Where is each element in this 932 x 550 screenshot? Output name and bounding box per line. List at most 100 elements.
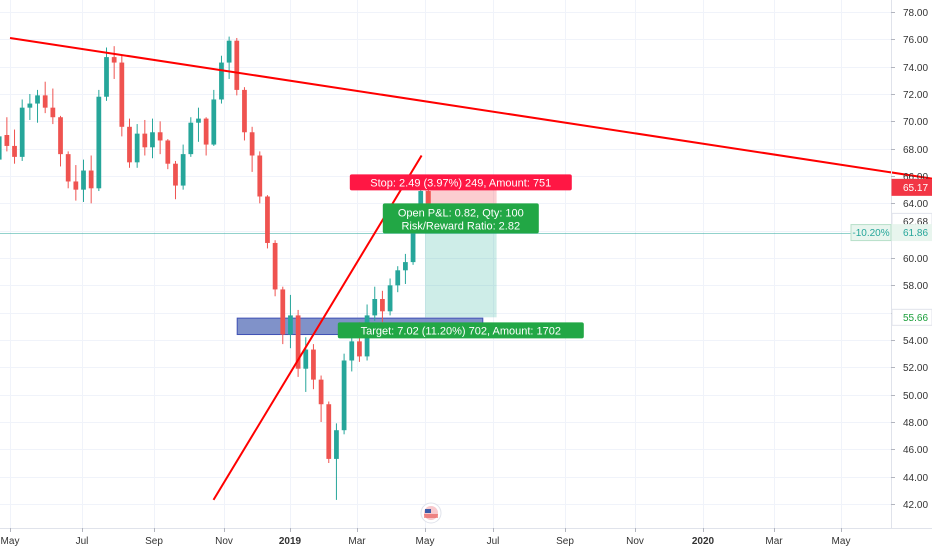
candle-down [272,242,278,290]
price-tick-label: 72.00 [903,90,928,101]
candle-down [295,315,301,369]
price-tick-label: 58.00 [903,281,928,292]
candle-up [35,95,40,104]
time-tick-label: May [416,536,435,547]
target-label: Target: 7.02 (11.20%) 702, Amount: 1702 [361,325,561,337]
candle-up [0,136,2,160]
candle-up [219,62,224,100]
time-tick-label: Nov [626,536,644,547]
trendline [9,36,932,180]
risk-reward-label: Risk/Reward Ratio: 2.82 [401,220,520,232]
pnl-label-box [382,203,539,234]
candle-down [142,133,148,148]
candle-down [249,132,255,156]
candle-up [196,118,201,123]
price-tick-label: 50.00 [903,391,928,402]
time-tick-label: Sep [145,536,163,547]
candle-up [403,262,408,271]
candle-down [4,135,10,146]
time-tick-label: Mar [348,536,366,547]
candle-down [73,181,79,190]
price-tick-label: 48.00 [903,418,928,429]
price-badge [891,178,932,196]
candle-down [157,132,163,141]
price-tick-label: 64.00 [903,199,928,210]
price-tick-label: 44.00 [903,473,928,484]
price-tick-label: 68.00 [903,145,928,156]
candle-down [242,89,247,133]
candle-down [12,145,17,157]
price-badge [891,308,932,326]
grid-lines [0,0,891,528]
stop-label-box [349,174,572,191]
flag-icon[interactable] [420,502,442,524]
candle-down [280,289,286,335]
candle-up [334,430,339,459]
candle-down [265,196,270,243]
time-tick-label: Sep [556,536,574,547]
position-labels: Stop: 2.49 (3.97%) 249, Amount: 751 Open … [337,174,584,339]
candle-down [357,341,362,357]
price-badge [891,224,932,242]
candle-down [111,57,117,63]
candle-up [104,57,109,97]
candle-down [311,349,316,380]
candle-up [349,341,355,361]
time-tick-label: May [832,536,851,547]
price-badge-value: 62.68 [903,217,928,228]
time-axis[interactable]: May Jul Sep Nov 2019 Mar May Jul Sep Nov 2020 Mar Ma… [1,528,851,547]
price-badge-value: 65.17 [903,183,928,194]
price-tick-label: 42.00 [903,500,928,511]
price-badge-value: 61.86 [903,228,928,239]
candle-up [288,315,293,335]
candle-down [127,126,132,163]
candle-down [65,154,71,182]
time-tick-label: Mar [765,536,783,547]
price-tick-label: 66.00 [903,172,928,183]
candle-down [257,155,263,197]
pnl-label: Open P&L: 0.82, Qty: 100 [398,207,524,219]
candle-up [387,285,393,312]
candle-up [395,270,401,286]
candle-down [165,140,171,164]
candle-down [58,117,63,155]
price-tick-label: 74.00 [903,63,928,74]
candle-up [410,219,416,263]
candle-up [96,96,102,189]
candle-up [134,133,140,163]
candle-down [326,404,332,459]
stop-label: Stop: 2.49 (3.97%) 249, Amount: 751 [370,177,551,189]
candle-up [27,103,33,108]
time-tick-label: 2020 [692,536,715,547]
candle-up [81,170,86,190]
candle-up [188,122,194,155]
candle-down [203,118,209,145]
time-tick-label: May [1,536,20,547]
percent-badge [850,224,892,242]
target-label-box [337,322,584,339]
price-tick-label: 46.00 [903,445,928,456]
candle-down [50,107,56,118]
reward-area [425,221,497,318]
candle-up [303,349,309,369]
candle-up [150,132,155,148]
candle-down [88,170,94,189]
time-tick-label: Jul [76,536,89,547]
time-tick-label: Jul [487,536,500,547]
candle-up [180,154,186,186]
price-tick-label: 54.00 [903,336,928,347]
candle-up [341,360,347,431]
candle-up [19,107,25,157]
candle-down [380,299,385,312]
price-tick-label: 60.00 [903,254,928,265]
price-badge-value: 55.66 [903,313,928,324]
candle-down [42,95,48,108]
candle-down [234,40,240,90]
price-tick-label: 78.00 [903,8,928,19]
candle-down [318,379,324,405]
candle-up [372,299,378,316]
candle-down [119,62,125,127]
price-tick-label: 52.00 [903,363,928,374]
